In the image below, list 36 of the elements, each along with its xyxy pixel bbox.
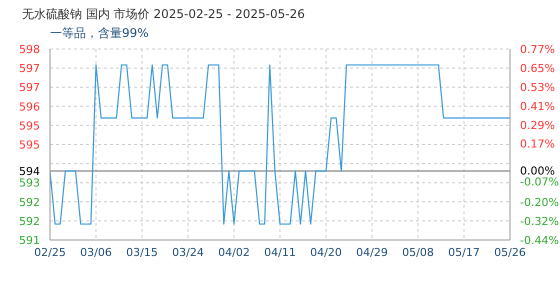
x-tick-label: 03/24	[172, 246, 204, 259]
y2-tick-label: 0.41%	[520, 100, 555, 113]
line-series	[50, 64, 510, 225]
y2-tick-label: 0.65%	[520, 62, 555, 75]
x-tick-label: 04/29	[356, 246, 388, 259]
x-tick-label: 03/06	[80, 246, 112, 259]
y2-tick-label: 0.00%	[520, 164, 555, 178]
x-tick-label: 05/17	[448, 246, 480, 259]
y-tick-label: 598	[19, 43, 40, 56]
y2-tick-label: -0.44%	[520, 234, 559, 247]
x-tick-label: 05/08	[402, 246, 434, 259]
y-tick-label: 593	[19, 176, 40, 190]
y2-tick-label: 0.29%	[520, 118, 555, 132]
y2-tick-label: 0.17%	[520, 138, 555, 151]
chart-title: 无水硫酸钠 国内 市场价 2025-02-25 - 2025-05-26	[22, 6, 305, 23]
chart-subtitle: 一等品，含量99%	[50, 25, 149, 42]
x-tick-label: 02/25	[34, 246, 66, 259]
y-tick-label: 592	[19, 214, 40, 228]
y2-tick-label: 0.53%	[520, 80, 555, 94]
y2-tick-label: -0.20%	[520, 196, 559, 210]
y-tick-label: 591	[19, 234, 40, 247]
x-tick-label: 04/20	[310, 246, 342, 259]
y-tick-label: 597	[19, 81, 40, 94]
y-tick-label: 595	[19, 138, 40, 152]
y2-tick-label: -0.32%	[520, 215, 559, 228]
y-tick-label: 595	[19, 119, 40, 132]
y-tick-label: 597	[19, 62, 40, 76]
y-tick-label: 596	[19, 100, 40, 114]
x-tick-label: 05/26	[494, 246, 526, 259]
x-tick-label: 04/11	[264, 246, 296, 259]
y2-tick-label: -0.07%	[520, 176, 559, 189]
y2-tick-label: 0.77%	[520, 43, 555, 56]
x-tick-label: 04/02	[218, 246, 250, 259]
y-tick-label: 594	[19, 165, 40, 178]
y-tick-label: 592	[19, 196, 40, 209]
x-tick-label: 03/15	[126, 246, 158, 259]
